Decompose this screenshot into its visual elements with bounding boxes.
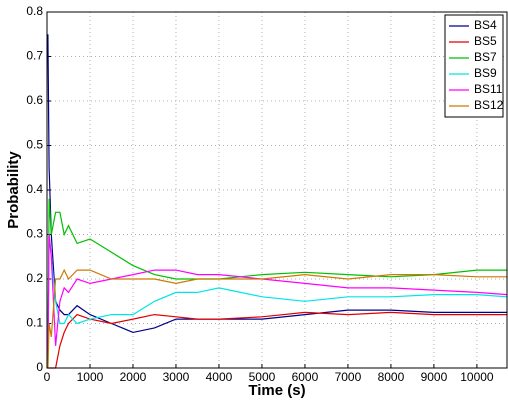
legend: BS4 BS5 BS7 BS9 BS11 BS12 <box>444 14 504 118</box>
x-tick-label: 2000 <box>120 370 147 384</box>
x-tick-label: 5000 <box>249 370 276 384</box>
y-tick-label: 0.6 <box>26 93 43 107</box>
x-tick-label: 7000 <box>335 370 362 384</box>
series-line <box>47 234 508 369</box>
series-line <box>47 311 507 369</box>
series-line <box>47 234 508 369</box>
y-tick-label: 0.7 <box>26 49 43 63</box>
x-tick-label: 9000 <box>421 370 448 384</box>
y-tick-label: 0.1 <box>26 316 43 330</box>
y-tick-label: 0.5 <box>26 138 43 152</box>
y-tick-label: 0 <box>36 360 43 374</box>
y-tick-label: 0.8 <box>26 4 43 18</box>
x-tick-label: 4000 <box>206 370 233 384</box>
legend-label: BS11 <box>474 82 503 96</box>
x-tick-label: 6000 <box>292 370 319 384</box>
y-axis-label: Probability <box>5 151 22 229</box>
x-tick-label: 1000 <box>77 370 104 384</box>
legend-label: BS9 <box>474 66 497 80</box>
x-tick-label: 8000 <box>378 370 405 384</box>
y-tick-label: 0.2 <box>26 271 43 285</box>
y-tick-label: 0.4 <box>26 182 43 196</box>
legend-label: BS4 <box>474 18 497 32</box>
x-axis-label: Time (s) <box>248 382 305 399</box>
y-tick-label: 0.3 <box>26 227 43 241</box>
legend-label: BS12 <box>474 98 504 112</box>
legend-box <box>444 14 504 118</box>
plot-frame <box>46 11 508 369</box>
series-line <box>47 198 507 369</box>
legend-label: BS5 <box>474 34 497 48</box>
legend-label: BS7 <box>474 50 497 64</box>
x-tick-label: 10000 <box>460 370 494 384</box>
x-tick-label: 3000 <box>163 370 190 384</box>
series-line <box>47 268 507 369</box>
series-line <box>47 34 507 334</box>
x-tick-label: 0 <box>44 370 51 384</box>
